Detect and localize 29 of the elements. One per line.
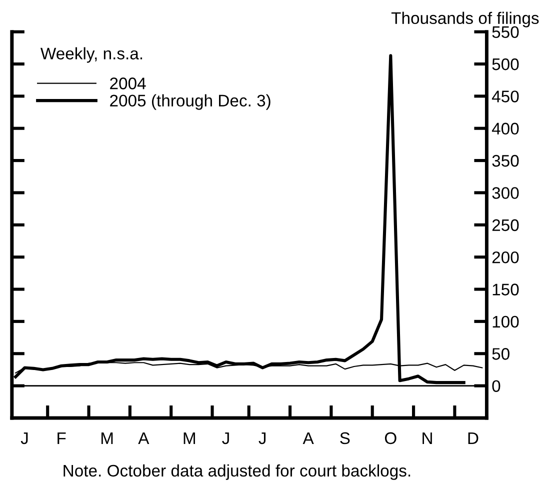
legend-label: 2004 (110, 78, 146, 90)
x-tick-label: O (384, 432, 396, 444)
y-tick-label: 50 (492, 348, 510, 360)
y-tick-label: 200 (492, 251, 519, 264)
x-tick-label: N (422, 432, 432, 444)
legend-label: 2005 (through Dec. 3) (110, 94, 270, 110)
x-tick-label: J (258, 432, 266, 444)
y-tick-label: 300 (492, 187, 519, 199)
y-tick-label: 100 (492, 316, 519, 328)
y-axis-title: Thousands of filings (391, 12, 539, 28)
y-tick-label: 350 (492, 154, 519, 167)
y-tick-label: 0 (492, 380, 500, 392)
y-tick-label: 150 (492, 284, 519, 296)
x-tick-label: F (58, 432, 66, 444)
y-tick-label: 250 (492, 219, 519, 232)
x-tick-label: M (101, 432, 113, 444)
x-tick-label: D (468, 432, 478, 444)
x-tick-label: M (184, 432, 195, 444)
text: Note. October data adjusted for court backlogs. (64, 464, 410, 480)
x-tick-label: J (20, 432, 28, 444)
x-tick-label: J (222, 432, 229, 444)
y-tick-label: 400 (492, 122, 519, 135)
annotation: Weekly, n.s.a. (40, 47, 142, 63)
y-tick-label: 500 (492, 58, 519, 70)
y-tick-label: 550 (492, 26, 519, 38)
x-tick-label: A (302, 432, 314, 444)
x-tick-label: A (138, 432, 150, 444)
x-tick-label: S (340, 432, 350, 444)
y-tick-label: 450 (492, 90, 519, 102)
